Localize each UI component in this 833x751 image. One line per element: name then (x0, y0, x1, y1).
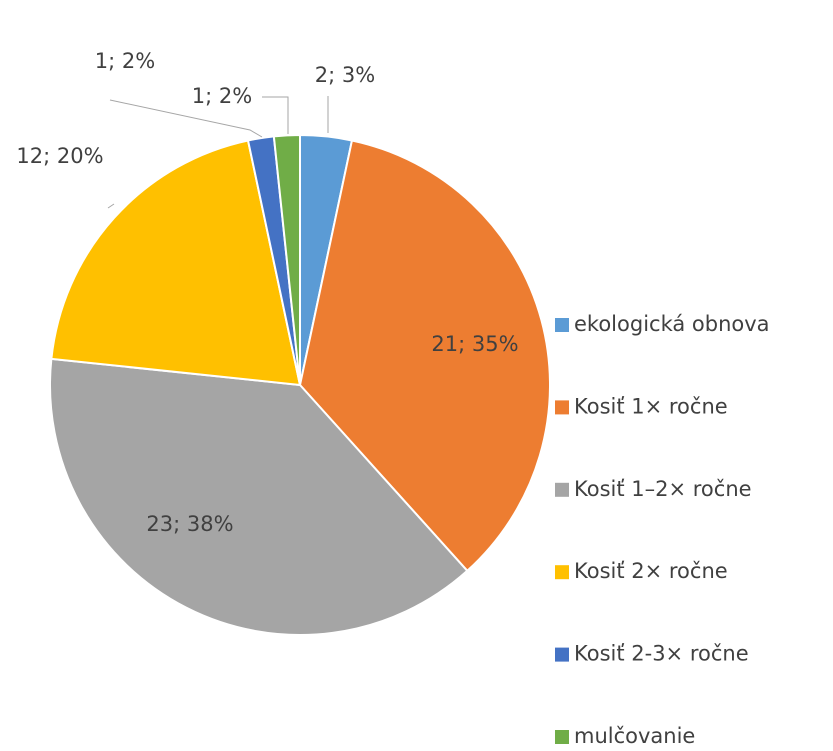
leader-line (262, 96, 289, 134)
legend-swatch (555, 565, 569, 580)
pie-slice (298, 139, 551, 573)
legend-label: Kosiť 2-3× ročne (574, 642, 749, 666)
legend-label: Kosiť 2× ročne (574, 559, 728, 583)
legend-swatch (555, 482, 569, 497)
legend-swatch (555, 647, 569, 662)
legend-label: ekologická obnova (574, 312, 770, 336)
data-label: 23; 38% (146, 512, 233, 536)
data-label: 12; 20% (16, 144, 103, 168)
legend-label: Kosiť 1–2× ročne (574, 477, 752, 501)
data-label: 2; 3% (315, 63, 375, 87)
legend-swatch (555, 730, 569, 744)
data-label: 21; 35% (431, 332, 518, 356)
legend-swatch (555, 318, 569, 332)
legend-label: Kosiť 1× ročne (574, 394, 728, 418)
pie-slice (50, 139, 302, 387)
pie-slice (272, 133, 301, 386)
leader-line (107, 203, 115, 209)
legend-swatch (555, 400, 569, 415)
leader-line (109, 99, 263, 138)
pie-slice (49, 357, 469, 636)
data-label: 1; 2% (95, 49, 155, 73)
data-label: 1; 2% (192, 84, 252, 108)
legend-label: mulčovanie (574, 724, 695, 748)
